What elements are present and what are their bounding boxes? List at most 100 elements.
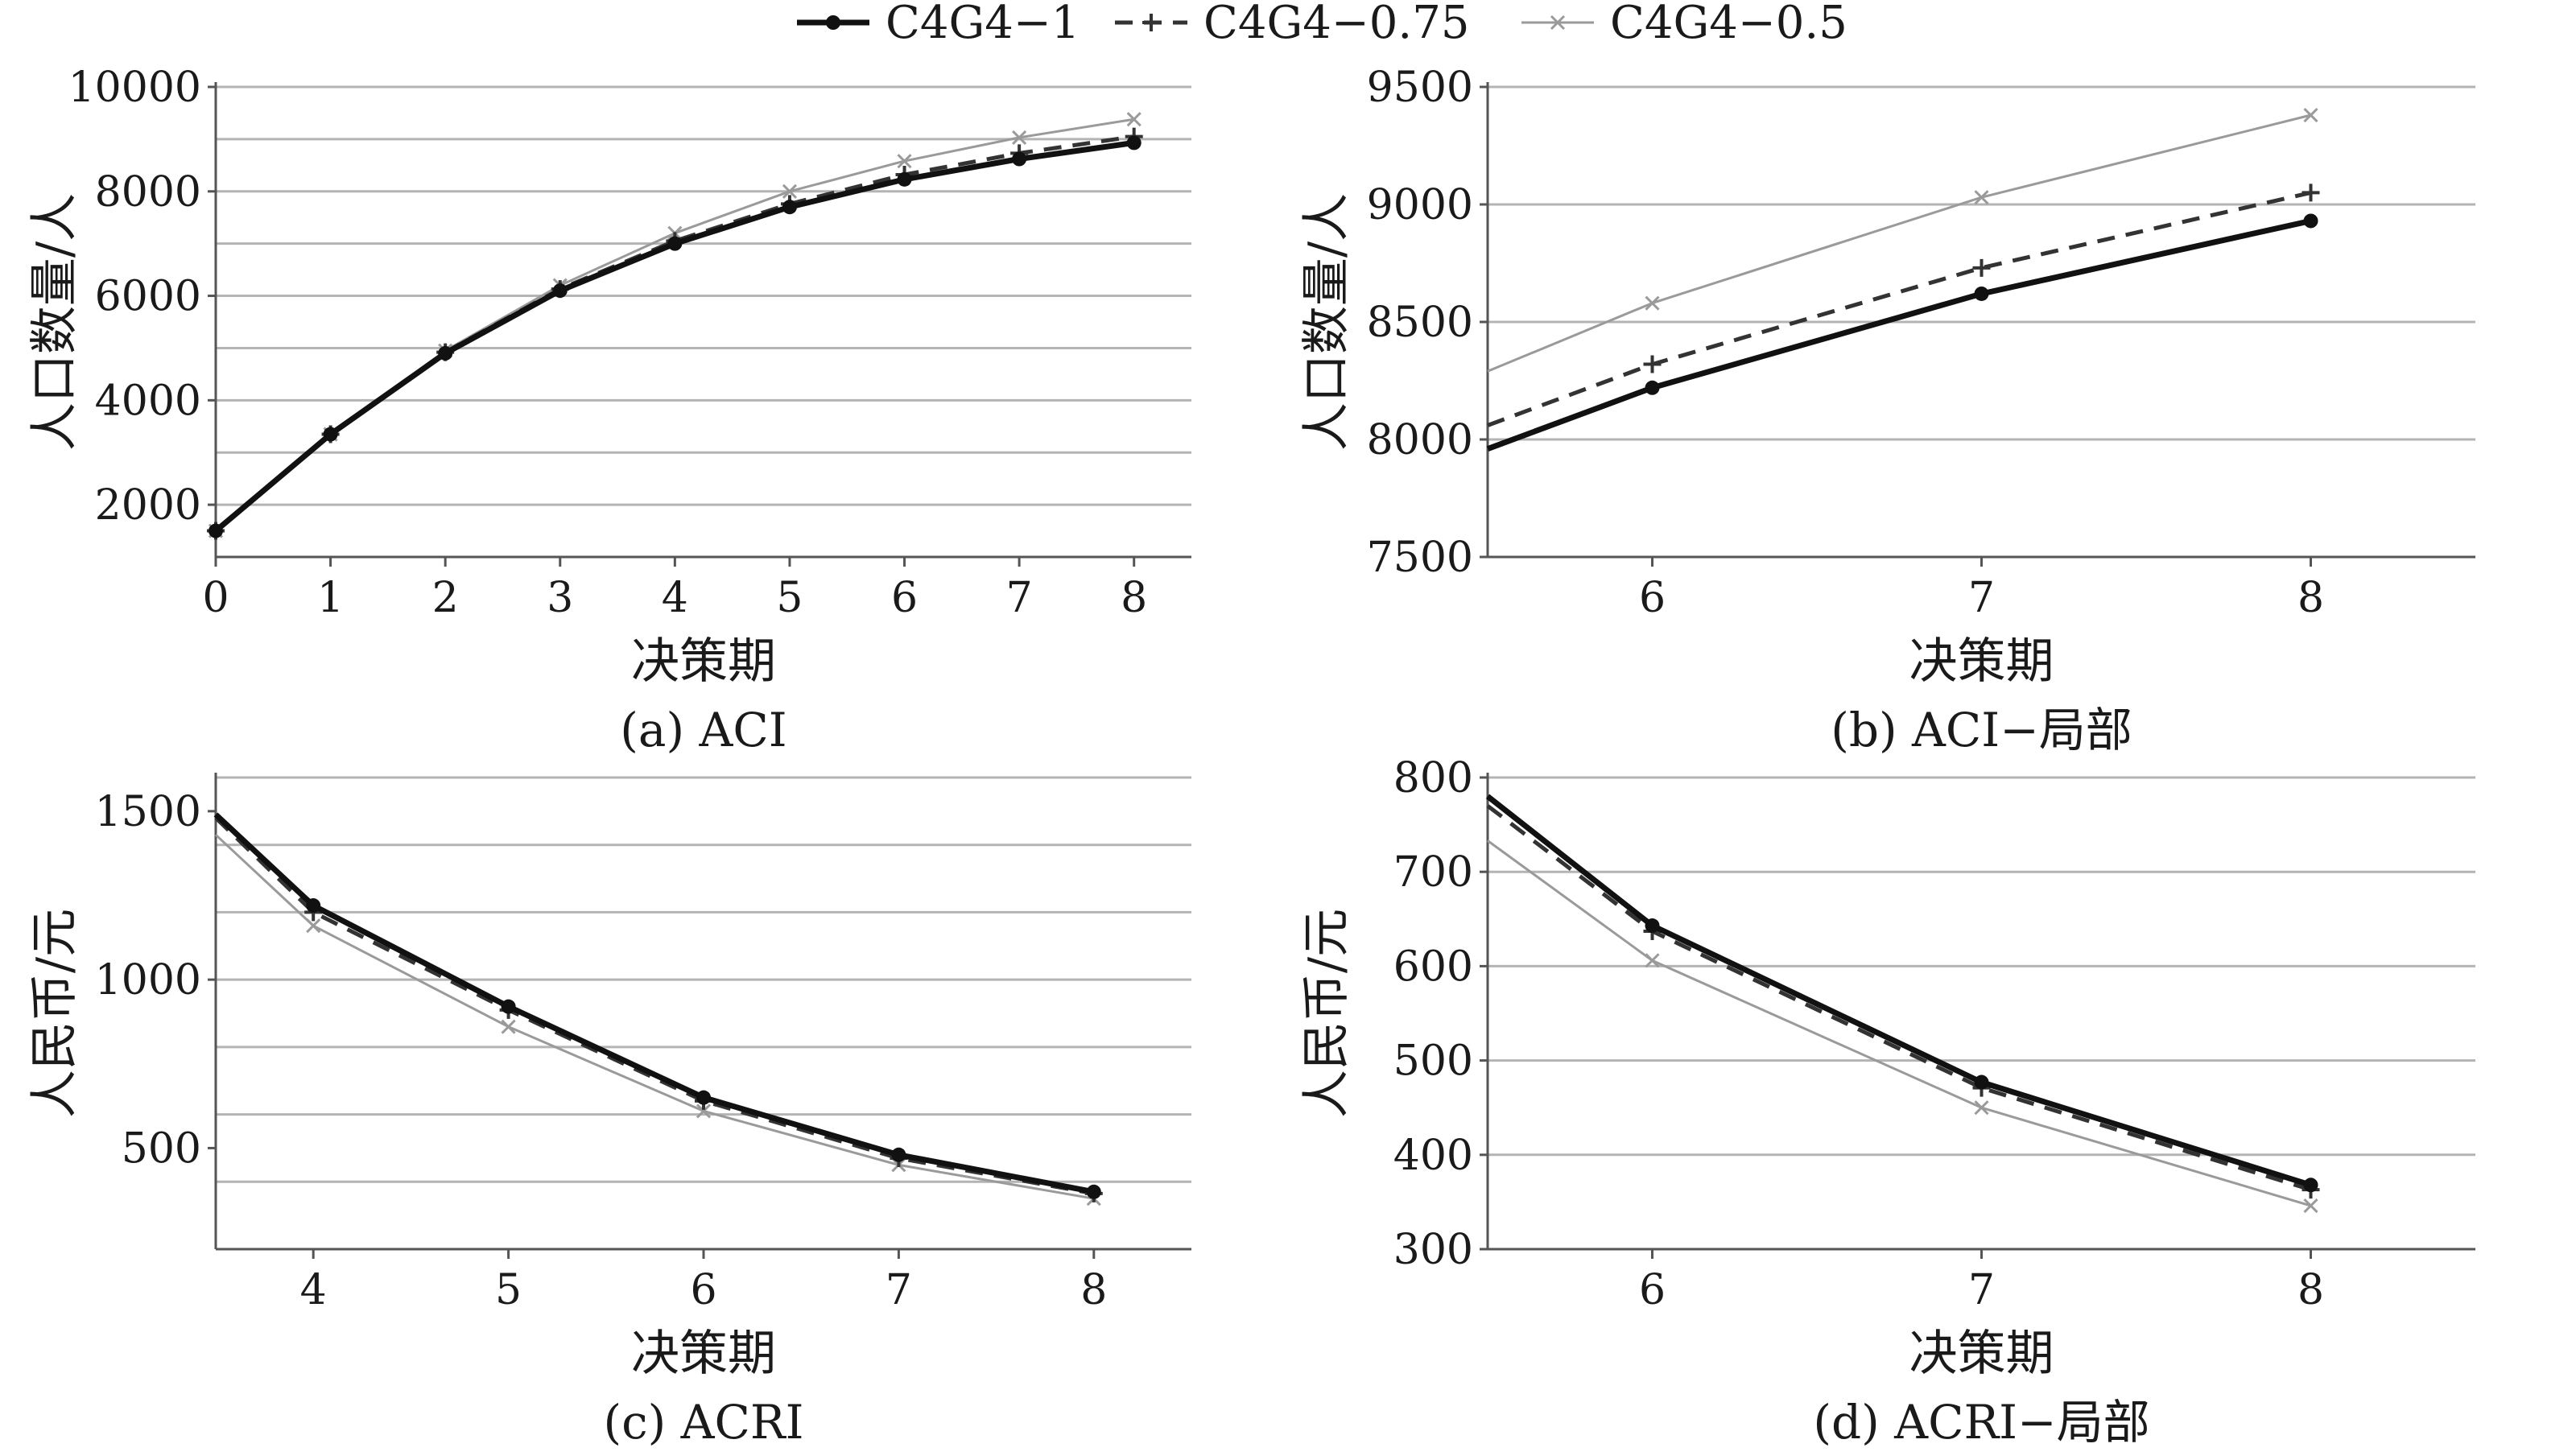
x-tick-label: 2 (432, 574, 459, 622)
y-tick-label: 1500 (95, 788, 201, 836)
x-axis-label: 决策期 (631, 633, 776, 690)
legend-label: C4G4−1 (886, 0, 1080, 49)
series-2 (1487, 839, 2318, 1214)
data-point (1645, 380, 1660, 395)
y-tick-label: 8000 (1367, 416, 1473, 464)
data-point (501, 1019, 516, 1034)
data-point (323, 427, 338, 442)
grid (1488, 85, 2475, 441)
grid (216, 85, 1191, 506)
x-axis-label: 决策期 (631, 1326, 776, 1382)
data-point (1974, 1074, 1989, 1090)
data-point (1645, 918, 1660, 934)
series-0 (1486, 213, 2318, 452)
y-axis-label: 人口数量/人 (1298, 193, 1355, 451)
data-point (1974, 1100, 1989, 1116)
x-tick-label: 7 (886, 1266, 912, 1314)
series-line (214, 134, 1135, 533)
data-point (1126, 112, 1142, 127)
data-point (1126, 135, 1142, 151)
data-point (1012, 151, 1027, 167)
data-point (1086, 1184, 1101, 1199)
x-tick-label: 5 (495, 1266, 522, 1314)
legend-item: C4G4−1 (797, 0, 1080, 49)
y-tick-label: 500 (1393, 1037, 1473, 1086)
series-line (1487, 839, 2311, 1207)
y-tick-label: 1000 (95, 956, 201, 1004)
series-line (213, 139, 1135, 534)
y-tick-label: 4000 (95, 377, 201, 425)
x-tick-label: 3 (547, 574, 573, 622)
data-point (1645, 295, 1660, 311)
x-tick-label: 6 (1639, 1266, 1666, 1314)
x-tick-label: 8 (1121, 574, 1147, 622)
data-point (2303, 213, 2318, 229)
data-point (2303, 107, 2318, 123)
legend-label: C4G4−0.75 (1203, 0, 1469, 49)
data-point (782, 184, 798, 199)
grid (1488, 776, 2475, 1157)
y-tick-label: 600 (1393, 942, 1473, 991)
y-tick-label: 9000 (1367, 181, 1473, 229)
x-tick-label: 6 (891, 574, 918, 622)
series-line (1485, 794, 2312, 1188)
legend-marker (826, 15, 840, 30)
data-point (1972, 258, 1991, 277)
data-point (2303, 1178, 2318, 1193)
y-tick-label: 9500 (1367, 64, 1473, 112)
series-line (1487, 113, 2311, 373)
data-point (1974, 286, 1989, 301)
y-tick-label: 300 (1393, 1226, 1473, 1274)
data-point (1643, 355, 1662, 373)
data-point (696, 1103, 712, 1119)
data-point (306, 918, 321, 934)
x-axis-label: 决策期 (1909, 1326, 2054, 1382)
series-0 (213, 812, 1101, 1199)
series-1 (1486, 804, 2320, 1199)
x-tick-label: 7 (1968, 1266, 1995, 1314)
y-tick-label: 700 (1393, 848, 1473, 897)
y-tick-label: 8000 (95, 168, 201, 217)
y-axis-label: 人民币/元 (27, 909, 83, 1118)
legend-item: C4G4−0.75 (1115, 0, 1469, 49)
x-axis-label: 决策期 (1909, 633, 2054, 690)
panel-caption: (a) ACI (620, 703, 786, 757)
y-tick-label: 7500 (1367, 534, 1473, 582)
y-tick-label: 8500 (1367, 299, 1473, 347)
data-point (208, 523, 223, 538)
series-2 (208, 112, 1142, 538)
x-tick-label: 7 (1968, 574, 1995, 622)
legend-marker (1142, 14, 1160, 31)
data-point (891, 1147, 906, 1162)
data-point (552, 283, 568, 299)
panel-caption: (d) ACRI−局部 (1813, 1395, 2149, 1450)
legend-item: C4G4−0.5 (1521, 0, 1847, 49)
series-line (1486, 217, 2312, 452)
data-point (1012, 130, 1027, 146)
panel-caption: (c) ACRI (603, 1395, 803, 1450)
series-2 (214, 834, 1101, 1206)
data-point (667, 236, 683, 251)
series-1 (1487, 184, 2320, 427)
x-tick-label: 1 (317, 574, 344, 622)
x-tick-label: 5 (776, 574, 803, 622)
y-tick-label: 10000 (68, 64, 201, 112)
y-axis-label: 人口数量/人 (27, 193, 83, 451)
legend-label: C4G4−0.5 (1610, 0, 1847, 49)
x-tick-label: 4 (300, 1266, 327, 1314)
x-tick-label: 0 (202, 574, 229, 622)
data-point (1645, 953, 1660, 968)
chart-legend: C4G4−1 C4G4−0.75 C4G4−0.5 (797, 0, 1847, 49)
grid (216, 776, 1191, 1183)
series-line (1487, 190, 2312, 427)
data-point (782, 200, 797, 215)
series-line (213, 812, 1095, 1195)
x-tick-label: 6 (1639, 574, 1666, 622)
x-tick-label: 8 (2297, 574, 2324, 622)
data-point (2303, 1198, 2318, 1214)
x-tick-label: 7 (1006, 574, 1033, 622)
y-tick-label: 800 (1393, 757, 1473, 802)
series-line (215, 118, 1134, 532)
y-tick-label: 2000 (95, 481, 201, 530)
legend-marker (1550, 14, 1566, 31)
